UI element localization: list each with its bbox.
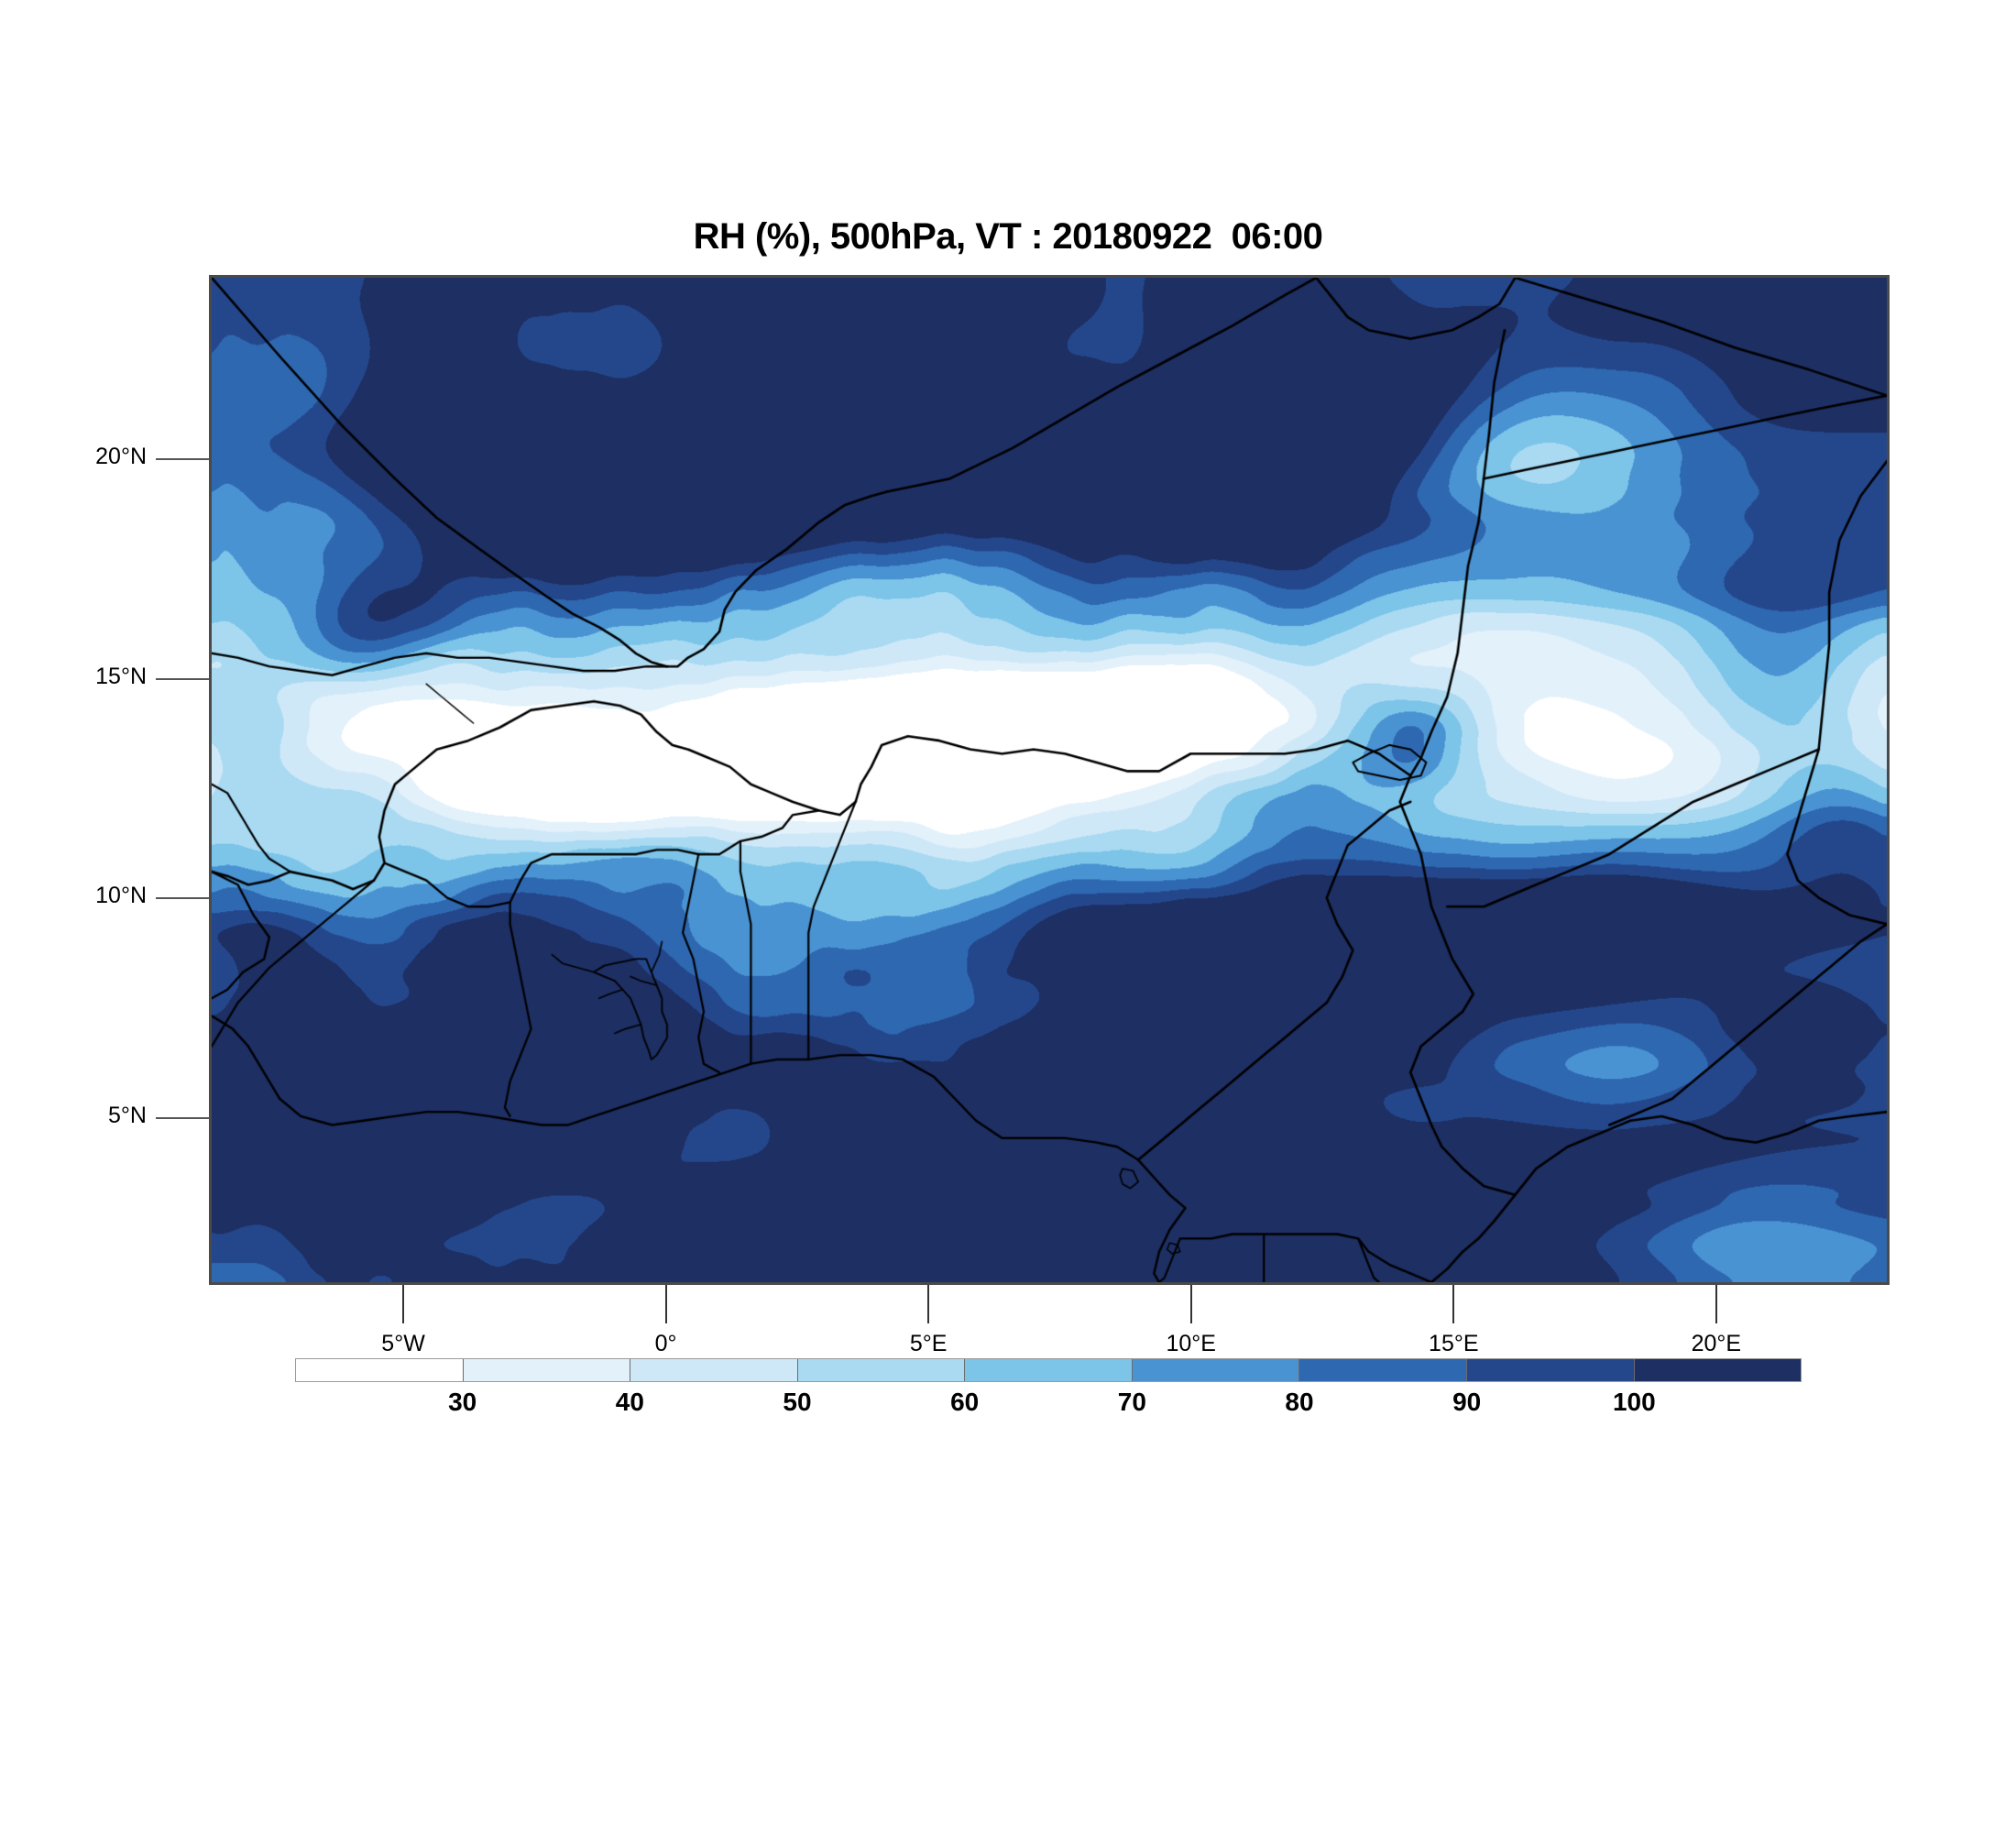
y-tick-label-3: 5°N bbox=[108, 1102, 147, 1128]
colorbar-band-2 bbox=[630, 1359, 798, 1381]
colorbar-band-4 bbox=[965, 1359, 1133, 1381]
x-tick-label-0: 5°W bbox=[381, 1331, 425, 1356]
colorbar-band-3 bbox=[797, 1359, 966, 1381]
y-tick-label-1: 15°N bbox=[95, 663, 147, 689]
colorbar[interactable] bbox=[295, 1358, 1802, 1382]
colorbar-band-7 bbox=[1466, 1359, 1635, 1381]
colorbar-band-0 bbox=[296, 1359, 464, 1381]
colorbar-tick-70: 70 bbox=[1117, 1388, 1146, 1416]
colorbar-tick-30: 30 bbox=[448, 1388, 477, 1416]
colorbar-tick-100: 100 bbox=[1612, 1388, 1656, 1416]
colorbar-band-1 bbox=[463, 1359, 631, 1381]
x-tick-label-1: 0° bbox=[654, 1331, 677, 1356]
x-tick-line bbox=[1189, 1285, 1192, 1323]
colorbar-tick-90: 90 bbox=[1452, 1388, 1482, 1416]
y-tick-label-2: 10°N bbox=[95, 883, 147, 909]
x-tick-label-2: 5°E bbox=[909, 1331, 948, 1356]
y-tick-line bbox=[156, 677, 209, 680]
colorbar-tick-40: 40 bbox=[615, 1388, 644, 1416]
map-plot-area[interactable] bbox=[209, 275, 1890, 1285]
colorbar-band-8 bbox=[1634, 1359, 1802, 1381]
x-tick-label-3: 10°E bbox=[1166, 1331, 1216, 1356]
y-tick-label-0: 20°N bbox=[95, 444, 147, 470]
colorbar-band-6 bbox=[1299, 1359, 1467, 1381]
x-tick-label-4: 15°E bbox=[1429, 1331, 1479, 1356]
page-title: RH (%), 500hPa, VT : 20180922 06:00 bbox=[693, 216, 1323, 257]
y-tick-line bbox=[156, 897, 209, 900]
x-tick-line bbox=[1452, 1285, 1455, 1323]
y-tick-line bbox=[156, 1116, 209, 1119]
rh-contour-map bbox=[212, 278, 1887, 1282]
x-tick-line bbox=[402, 1285, 405, 1323]
x-tick-line bbox=[927, 1285, 930, 1323]
x-tick-line bbox=[1715, 1285, 1717, 1323]
colorbar-tick-80: 80 bbox=[1285, 1388, 1314, 1416]
y-tick-line bbox=[156, 458, 209, 461]
colorbar-tick-60: 60 bbox=[950, 1388, 980, 1416]
x-tick-line bbox=[664, 1285, 667, 1323]
x-tick-label-5: 20°E bbox=[1691, 1331, 1742, 1356]
colorbar-tick-50: 50 bbox=[783, 1388, 812, 1416]
colorbar-band-5 bbox=[1132, 1359, 1300, 1381]
